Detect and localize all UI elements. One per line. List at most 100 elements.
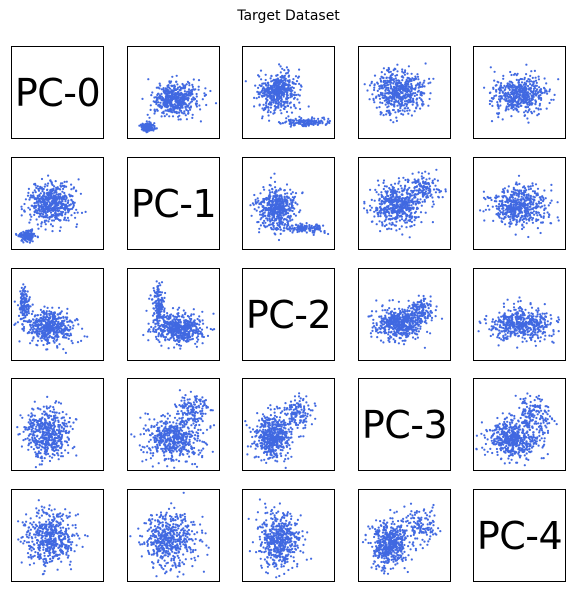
scatter-point: [383, 212, 386, 215]
scatter-point: [537, 94, 541, 97]
scatter-point: [398, 88, 402, 91]
scatter-point: [250, 214, 253, 217]
scatter-point: [267, 90, 270, 93]
scatter-point: [421, 200, 424, 203]
scatter-point: [379, 77, 382, 80]
scatter-point: [363, 200, 366, 203]
scatter-point: [382, 80, 385, 84]
scatter-point: [411, 198, 414, 201]
scatter-point: [380, 71, 383, 74]
scatter-point: [527, 95, 530, 98]
scatter-point: [62, 348, 65, 351]
scatter-point: [499, 95, 502, 98]
scatter-point: [171, 92, 174, 95]
scatter-point: [502, 188, 505, 191]
scatter-point: [396, 63, 399, 66]
scatter-point: [527, 91, 530, 94]
scatter-point: [55, 186, 58, 189]
scatter-point: [44, 211, 47, 214]
scatter-point: [144, 129, 147, 132]
scatter-point: [389, 95, 392, 98]
scatter-point: [310, 224, 313, 227]
scatter-point: [268, 93, 272, 96]
diagonal-label: PC-0: [14, 70, 101, 115]
scatter-point: [516, 72, 519, 75]
scatter-point: [278, 63, 281, 66]
scatter-point: [400, 187, 403, 190]
scatter-point: [428, 185, 432, 188]
scatter-point: [328, 119, 331, 123]
scatter-point: [44, 183, 47, 186]
scatter-point: [285, 218, 288, 222]
scatter-point: [285, 117, 288, 120]
scatter-point: [269, 84, 272, 87]
scatter-point: [43, 198, 46, 201]
scatter-point: [32, 232, 35, 235]
scatter-point: [420, 94, 423, 97]
scatter-point: [399, 184, 402, 187]
scatter-point: [403, 198, 406, 201]
scatter-point: [292, 78, 295, 81]
scatter-point: [505, 97, 508, 100]
scatter-point: [286, 192, 289, 195]
scatter-point: [169, 90, 172, 93]
scatter-point: [147, 78, 150, 81]
scatter-point: [283, 198, 287, 201]
scatter-panel: [358, 157, 451, 250]
scatter-point: [61, 195, 64, 198]
scatter-point: [398, 198, 401, 202]
scatter-point: [412, 207, 415, 210]
scatter-point: [392, 78, 395, 81]
scatter-point: [298, 82, 301, 85]
scatter-point: [273, 92, 277, 96]
scatter-point: [42, 201, 45, 204]
scatter-point: [189, 108, 192, 111]
scatter-point: [389, 75, 392, 79]
scatter-point: [509, 91, 513, 94]
scatter-point: [419, 211, 423, 214]
scatter-point: [384, 103, 387, 106]
scatter-point: [260, 216, 263, 219]
scatter-point: [404, 97, 407, 100]
scatter-point: [177, 97, 180, 100]
scatter-point: [27, 206, 30, 209]
scatter-point: [274, 88, 277, 91]
scatter-point: [417, 78, 420, 81]
scatter-point: [406, 109, 409, 112]
scatter-point: [380, 191, 383, 194]
scatter-point: [398, 80, 401, 83]
scatter-point: [406, 107, 410, 110]
scatter-point: [512, 86, 515, 89]
scatter-point: [75, 225, 78, 228]
scatter-point: [53, 198, 56, 201]
scatter-point: [517, 110, 520, 113]
scatter-point: [260, 84, 263, 87]
scatter-point: [283, 213, 286, 216]
scatter-plot: [14, 174, 87, 244]
scatter-point: [244, 80, 247, 83]
scatter-point: [39, 200, 42, 203]
scatter-point: [283, 100, 286, 104]
scatter-point: [495, 213, 499, 216]
scatter-point: [277, 199, 280, 202]
scatter-point: [262, 206, 265, 209]
scatter-point: [525, 203, 529, 206]
scatter-point: [523, 93, 526, 96]
scatter-point: [524, 208, 527, 211]
scatter-point: [149, 104, 152, 107]
scatter-point: [373, 215, 376, 218]
scatter-point: [58, 218, 61, 222]
scatter-point: [506, 82, 509, 85]
scatter-point: [395, 202, 398, 205]
scatter-point: [419, 107, 422, 110]
scatter-point: [285, 183, 289, 186]
scatter-point: [369, 209, 372, 212]
scatter-point: [423, 200, 426, 203]
scatter-point: [392, 82, 395, 85]
scatter-point: [407, 112, 410, 115]
scatter-point: [395, 210, 399, 214]
scatter-point: [396, 93, 400, 96]
scatter-point: [187, 88, 191, 91]
scatter-point: [522, 193, 526, 196]
scatter-point: [31, 228, 34, 231]
